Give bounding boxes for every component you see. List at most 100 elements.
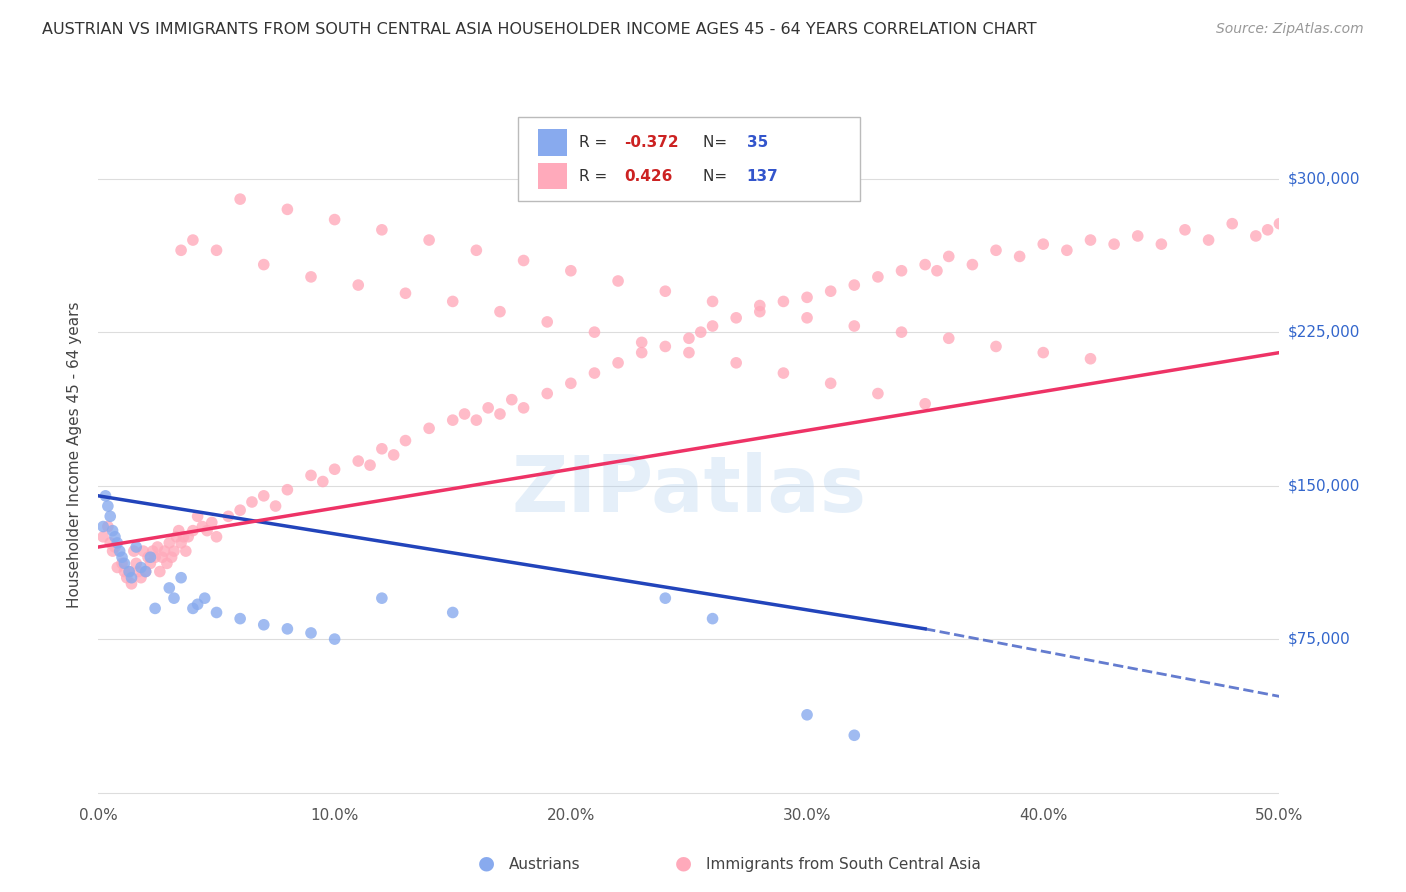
Point (142, 544, 165, 558)
Text: $300,000: $300,000 (1288, 171, 1360, 186)
Point (1102, 237, 1125, 252)
Point (163, 591, 186, 606)
Point (1080, 233, 1102, 247)
Point (205, 530, 228, 544)
Point (143, 601, 166, 615)
Point (153, 544, 176, 558)
Point (97, 499, 120, 513)
Point (118, 565, 141, 579)
FancyBboxPatch shape (517, 118, 860, 201)
Point (105, 536, 128, 550)
Text: AUSTRIAN VS IMMIGRANTS FROM SOUTH CENTRAL ASIA HOUSEHOLDER INCOME AGES 45 - 64 Y: AUSTRIAN VS IMMIGRANTS FROM SOUTH CENTRA… (42, 22, 1036, 37)
Point (112, 565, 135, 579)
Point (844, 728, 866, 742)
Point (160, 550, 183, 565)
Point (583, 325, 606, 339)
Point (105, 560, 128, 574)
Point (689, 325, 711, 339)
Point (170, 536, 193, 550)
Point (962, 258, 984, 272)
Point (1150, 237, 1173, 252)
Point (1174, 223, 1197, 237)
Text: $225,000: $225,000 (1288, 325, 1360, 340)
Point (394, 434, 416, 448)
Text: 0.426: 0.426 (624, 169, 672, 184)
Point (299, 269, 322, 284)
Point (489, 407, 512, 421)
Point (195, 524, 218, 538)
Point (108, 544, 131, 558)
Point (101, 544, 124, 558)
Point (253, 258, 276, 272)
Point (820, 376, 842, 391)
Point (418, 421, 440, 435)
Point (371, 442, 394, 456)
Point (170, 244, 193, 258)
Point (135, 565, 157, 579)
Point (135, 565, 157, 579)
Point (174, 544, 197, 558)
Point (104, 540, 127, 554)
Point (1032, 237, 1054, 252)
Point (938, 249, 960, 263)
Point (489, 304, 512, 318)
Point (347, 454, 370, 468)
Point (115, 571, 138, 585)
Point (125, 557, 148, 571)
Point (844, 318, 866, 333)
Text: $75,000: $75,000 (1288, 632, 1351, 647)
Text: ●: ● (675, 854, 692, 872)
Point (229, 192, 252, 206)
Point (441, 294, 464, 309)
Text: ●: ● (478, 854, 495, 872)
Point (501, 392, 523, 407)
Point (844, 278, 866, 293)
Point (938, 331, 960, 345)
Point (914, 258, 936, 272)
Point (441, 413, 464, 427)
Point (217, 509, 239, 524)
Point (725, 356, 748, 370)
Point (139, 550, 162, 565)
Point (465, 244, 488, 258)
Point (1268, 217, 1291, 231)
Point (796, 310, 818, 325)
Point (97, 519, 120, 533)
Point (890, 325, 912, 339)
Point (418, 233, 440, 247)
Point (866, 386, 889, 401)
Point (98, 536, 121, 550)
Point (122, 544, 145, 558)
Point (796, 290, 818, 304)
Point (101, 524, 124, 538)
Text: Immigrants from South Central Asia: Immigrants from South Central Asia (706, 857, 981, 872)
Point (702, 294, 724, 309)
Y-axis label: Householder Income Ages 45 - 64 years: Householder Income Ages 45 - 64 years (67, 301, 83, 608)
Text: Austrians: Austrians (509, 857, 581, 872)
Point (607, 274, 630, 288)
Point (129, 571, 152, 585)
Text: $150,000: $150,000 (1288, 478, 1360, 493)
Point (371, 591, 394, 606)
Point (678, 345, 700, 359)
Point (132, 544, 155, 558)
Point (205, 606, 228, 620)
Point (1257, 223, 1279, 237)
Point (1056, 244, 1078, 258)
Point (91, 519, 114, 533)
Point (820, 284, 842, 298)
Point (1244, 229, 1267, 244)
Point (194, 591, 217, 606)
Point (253, 489, 276, 503)
Point (276, 622, 298, 636)
Point (165, 530, 187, 544)
Point (984, 339, 1007, 353)
Point (772, 294, 794, 309)
Point (323, 462, 346, 476)
Point (146, 540, 169, 554)
Point (465, 413, 488, 427)
Point (229, 612, 252, 626)
Point (125, 540, 148, 554)
Point (181, 601, 204, 615)
Point (796, 707, 818, 722)
